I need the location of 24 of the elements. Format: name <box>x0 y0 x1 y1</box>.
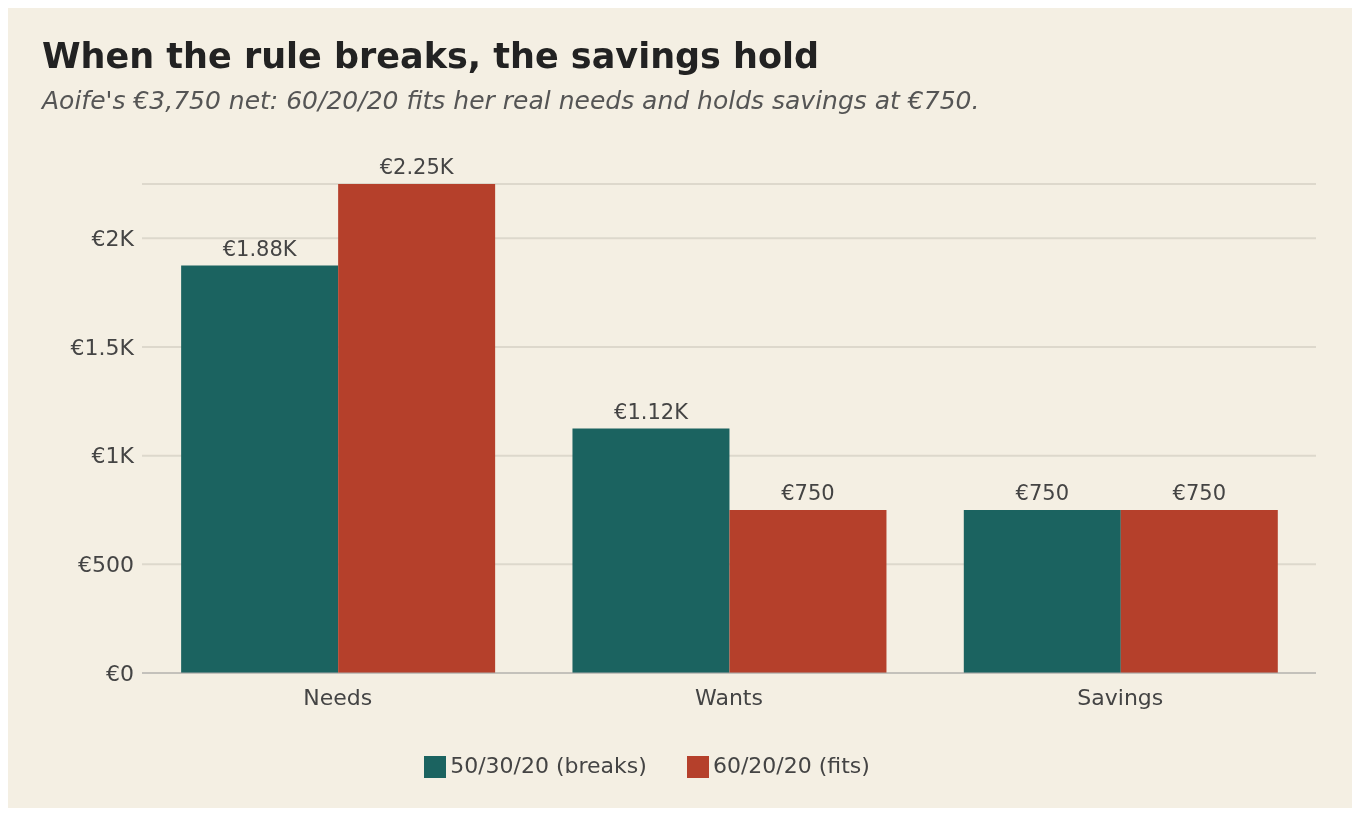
y-tick-label: €2K <box>91 226 135 252</box>
y-tick-label: €1K <box>91 443 135 469</box>
data-label: €1.88K <box>222 236 298 261</box>
chart-title: When the rule breaks, the savings hold <box>42 36 820 76</box>
x-tick-label: Needs <box>303 684 373 710</box>
bar <box>572 428 730 673</box>
bar <box>963 510 1121 673</box>
bar <box>181 265 339 673</box>
legend-label: 60/20/20 (fits) <box>712 753 870 778</box>
y-tick-label: €500 <box>78 552 134 578</box>
data-label: €750 <box>781 481 835 505</box>
data-label: €1.12K <box>614 399 690 424</box>
bar <box>338 184 496 673</box>
x-tick-label: Savings <box>1077 684 1164 710</box>
x-tick-label: Wants <box>695 684 763 710</box>
legend-label: 50/30/20 (breaks) <box>450 753 647 778</box>
bar <box>729 510 887 673</box>
chart-subtitle: Aoife's €3,750 net: 60/20/20 fits her real needs and holds savings at €750. <box>42 86 980 115</box>
bar <box>1120 510 1278 673</box>
y-tick-label: €0 <box>106 660 134 686</box>
data-label: €750 <box>1172 481 1227 505</box>
data-label: €750 <box>1015 481 1070 505</box>
y-tick-label: €1.5K <box>70 334 135 360</box>
data-label: €2.25K <box>379 155 455 179</box>
